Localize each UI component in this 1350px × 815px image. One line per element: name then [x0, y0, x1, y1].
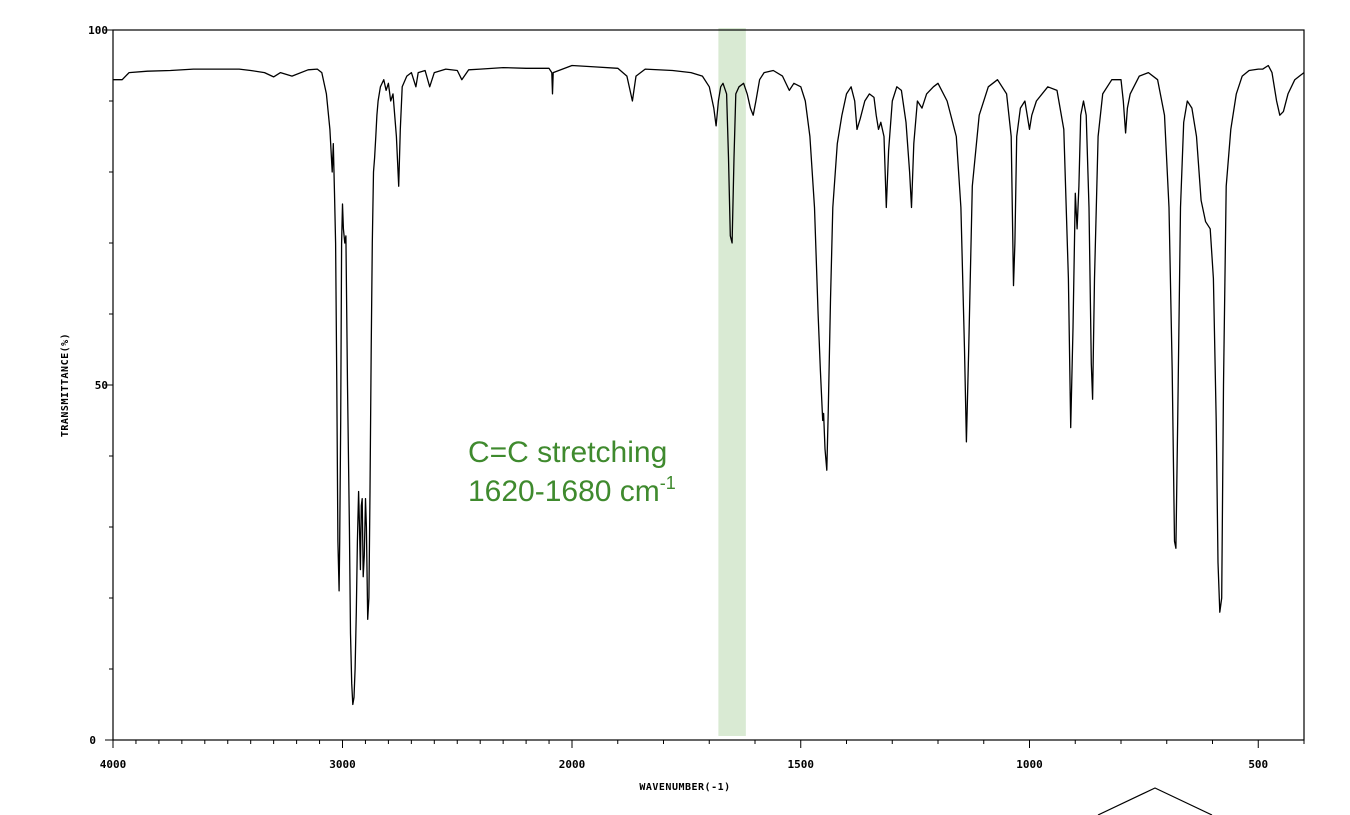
x-tick-labels: 4000 3000 2000 1500 1000 500: [100, 758, 1268, 771]
plot-frame: [112, 29, 1305, 741]
x-axis-title: WAVENUMBER(-1): [639, 782, 730, 793]
x-tick-label-3000: 3000: [329, 758, 356, 771]
y-axis-title: TRANSMITTANCE(%): [60, 333, 71, 437]
y-tick-label-100: 100: [88, 24, 108, 37]
axis-ticks: [105, 29, 1305, 748]
x-tick-label-500: 500: [1248, 758, 1268, 771]
annotation-line2: 1620-1680 cm-1: [468, 473, 676, 508]
spectrum-line: [113, 64, 1305, 706]
x-tick-label-1000: 1000: [1016, 758, 1043, 771]
y-tick-label-0: 0: [89, 734, 96, 747]
x-tick-label-2000: 2000: [559, 758, 586, 771]
annotation-range: 1620-1680 cm: [468, 475, 660, 508]
y-tick-label-50: 50: [95, 379, 108, 392]
highlight-band-c-c-stretch: [718, 28, 746, 736]
annotation-superscript: -1: [660, 473, 676, 493]
molecule-fragment-icon: [1097, 787, 1213, 815]
annotation-line1: C=C stretching: [468, 436, 667, 469]
x-tick-label-1500: 1500: [788, 758, 815, 771]
x-tick-label-4000: 4000: [100, 758, 127, 771]
